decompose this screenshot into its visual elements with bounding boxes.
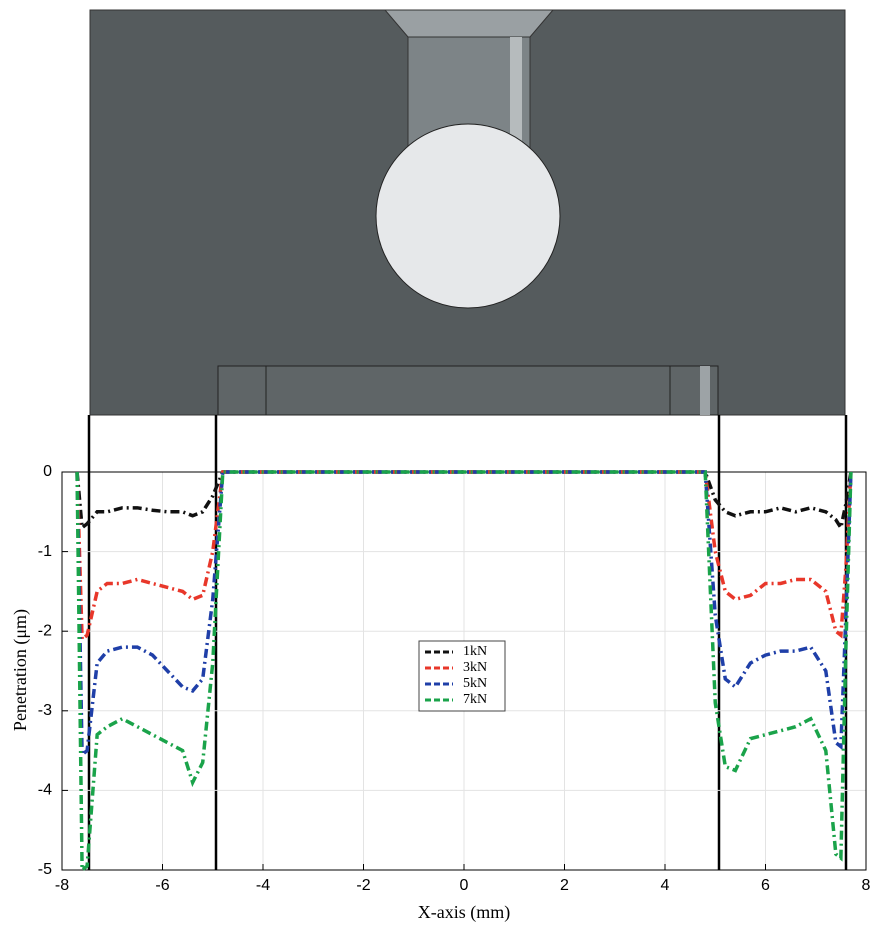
x-tick-label: -8: [55, 877, 69, 894]
x-tick-label: 4: [661, 877, 670, 894]
series-line: [75, 470, 853, 874]
x-tick-label: -4: [256, 877, 270, 894]
y-tick-label: 0: [43, 463, 52, 480]
series-line: [75, 470, 853, 533]
slot: [217, 365, 719, 416]
ball: [375, 123, 561, 309]
shaft-highlight: [510, 37, 522, 152]
x-axis-label: X-axis (mm): [418, 902, 510, 923]
legend-label: 7kN: [463, 692, 487, 707]
y-tick-label: -1: [38, 543, 52, 560]
y-tick-label: -4: [38, 782, 52, 799]
legend-label: 3kN: [463, 660, 487, 675]
y-tick-label: -5: [38, 861, 52, 878]
y-tick-label: -2: [38, 622, 52, 639]
funnel: [383, 9, 555, 38]
x-tick-label: 2: [560, 877, 569, 894]
legend-box: [418, 640, 506, 712]
y-tick-label: -3: [38, 702, 52, 719]
x-tick-label: 8: [862, 877, 871, 894]
series-line: [75, 470, 853, 759]
legend-label: 5kN: [463, 676, 487, 691]
x-tick-label: 6: [761, 877, 770, 894]
slot-highlight: [700, 366, 710, 415]
x-tick-label: -2: [356, 877, 370, 894]
cad-render: [89, 9, 846, 416]
x-tick-label: 0: [460, 877, 469, 894]
legend-label: 1kN: [463, 644, 487, 659]
y-axis-label: Penetration (μm): [10, 609, 31, 731]
x-tick-label: -6: [155, 877, 169, 894]
